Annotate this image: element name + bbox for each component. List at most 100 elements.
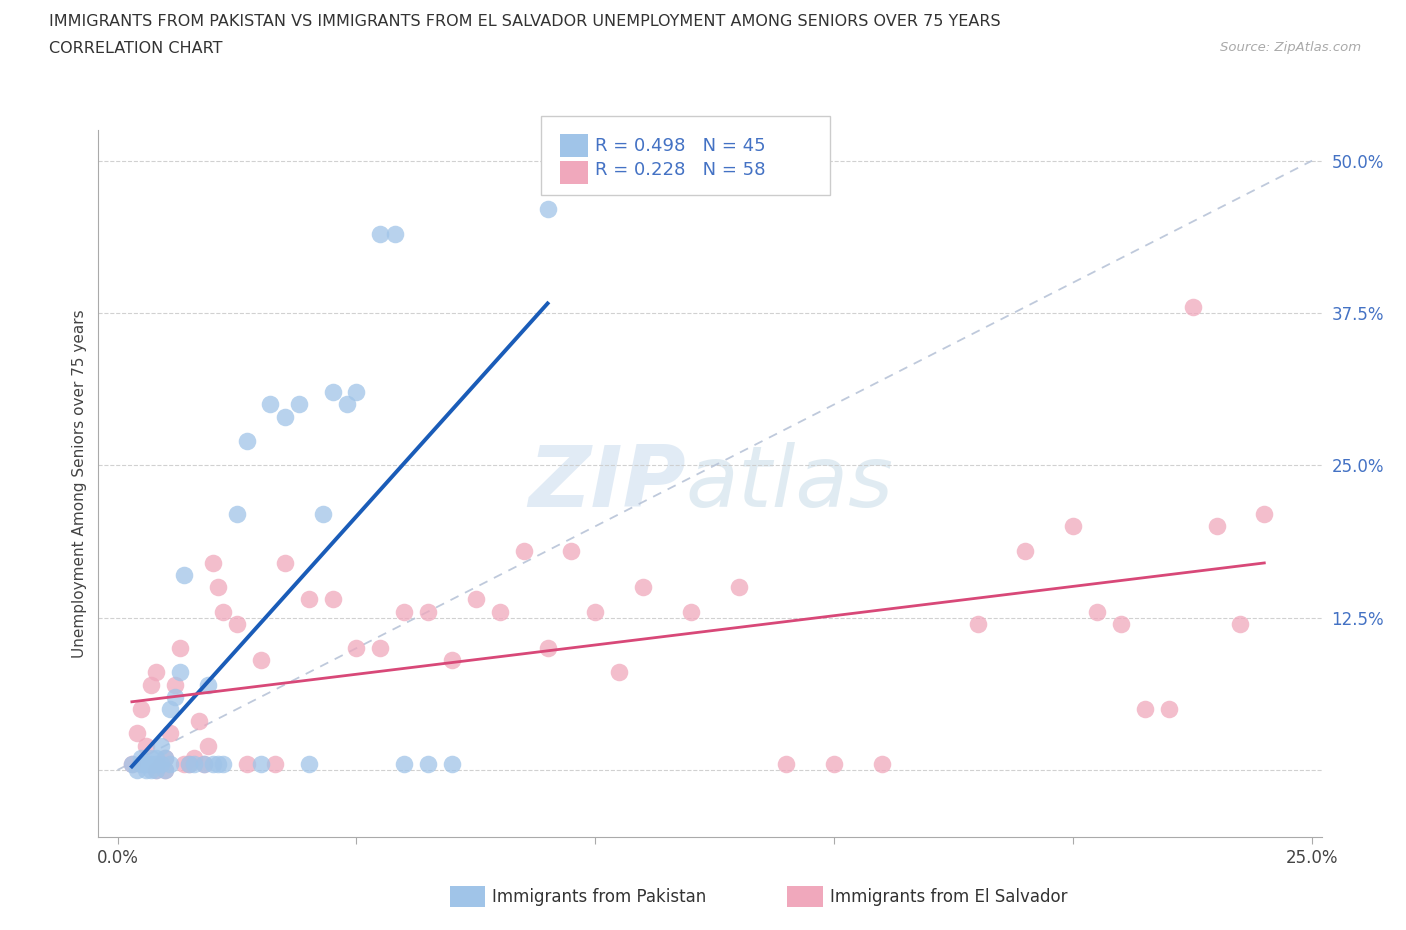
Point <box>226 617 249 631</box>
Point <box>155 751 177 765</box>
Point <box>1253 507 1275 522</box>
Point <box>149 738 172 753</box>
Point <box>169 665 191 680</box>
Text: Source: ZipAtlas.com: Source: ZipAtlas.com <box>1220 41 1361 54</box>
Point <box>235 756 257 771</box>
Point <box>193 756 215 771</box>
Point <box>298 591 321 606</box>
Point <box>370 641 392 656</box>
Point <box>288 397 311 412</box>
Point <box>392 604 415 619</box>
Point <box>155 763 177 777</box>
Point <box>125 726 148 741</box>
Point <box>966 617 988 631</box>
Point <box>163 689 186 704</box>
Point <box>131 701 153 716</box>
Point <box>207 756 229 771</box>
Point <box>370 226 392 241</box>
Point <box>131 756 153 771</box>
Point <box>274 555 297 570</box>
Point <box>159 701 181 716</box>
Point <box>173 756 195 771</box>
Text: Immigrants from El Salvador: Immigrants from El Salvador <box>830 887 1067 906</box>
Point <box>1062 519 1084 534</box>
Point <box>775 756 797 771</box>
Point <box>139 756 162 771</box>
Point <box>392 756 415 771</box>
Point <box>197 738 219 753</box>
Point <box>440 756 463 771</box>
Point <box>1205 519 1227 534</box>
Point <box>1229 617 1251 631</box>
Point <box>679 604 702 619</box>
Point <box>298 756 321 771</box>
Point <box>145 763 167 777</box>
Point <box>250 756 273 771</box>
Point <box>202 555 225 570</box>
Point <box>464 591 486 606</box>
Point <box>235 433 257 448</box>
Point <box>139 677 162 692</box>
Point <box>226 507 249 522</box>
Y-axis label: Unemployment Among Seniors over 75 years: Unemployment Among Seniors over 75 years <box>72 310 87 658</box>
Point <box>416 756 439 771</box>
Point <box>183 756 205 771</box>
Point <box>536 641 558 656</box>
Point <box>488 604 510 619</box>
Point <box>121 756 143 771</box>
Point <box>346 385 368 400</box>
Point <box>211 604 233 619</box>
Point <box>583 604 606 619</box>
Point <box>727 579 749 594</box>
Point <box>179 756 201 771</box>
Point <box>823 756 845 771</box>
Point <box>322 591 344 606</box>
Point <box>631 579 654 594</box>
Point <box>512 543 534 558</box>
Point <box>159 756 181 771</box>
Point <box>607 665 630 680</box>
Point <box>202 756 225 771</box>
Text: Immigrants from Pakistan: Immigrants from Pakistan <box>492 887 706 906</box>
Point <box>259 397 281 412</box>
Point <box>159 726 181 741</box>
Text: R = 0.498   N = 45: R = 0.498 N = 45 <box>595 137 765 155</box>
Point <box>125 763 148 777</box>
Point <box>250 653 273 668</box>
Point <box>1157 701 1180 716</box>
Point <box>274 409 297 424</box>
Point <box>560 543 582 558</box>
Point <box>346 641 368 656</box>
Point <box>145 665 167 680</box>
Text: IMMIGRANTS FROM PAKISTAN VS IMMIGRANTS FROM EL SALVADOR UNEMPLOYMENT AMONG SENIO: IMMIGRANTS FROM PAKISTAN VS IMMIGRANTS F… <box>49 14 1001 29</box>
Text: R = 0.228   N = 58: R = 0.228 N = 58 <box>595 161 765 179</box>
Point <box>1109 617 1132 631</box>
Point <box>870 756 893 771</box>
Point <box>145 756 167 771</box>
Point <box>211 756 233 771</box>
Point <box>139 763 162 777</box>
Text: ZIP: ZIP <box>527 442 686 525</box>
Point <box>155 751 177 765</box>
Point <box>145 763 167 777</box>
Point <box>149 756 172 771</box>
Point <box>440 653 463 668</box>
Text: atlas: atlas <box>686 442 894 525</box>
Point <box>416 604 439 619</box>
Point <box>135 738 157 753</box>
Point <box>207 579 229 594</box>
Point <box>135 763 157 777</box>
Point <box>264 756 287 771</box>
Point <box>149 756 172 771</box>
Point <box>312 507 335 522</box>
Point <box>1181 299 1204 314</box>
Point <box>197 677 219 692</box>
Point <box>322 385 344 400</box>
Point <box>1133 701 1156 716</box>
Point <box>169 641 191 656</box>
Point <box>187 714 209 729</box>
Point <box>1014 543 1036 558</box>
Point <box>139 751 162 765</box>
Point <box>173 567 195 582</box>
Point <box>193 756 215 771</box>
